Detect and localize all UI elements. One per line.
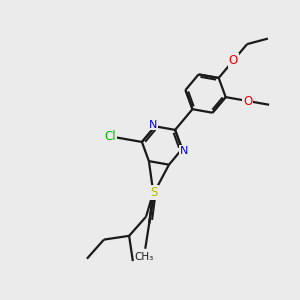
Text: N: N [180, 146, 188, 156]
Text: Cl: Cl [104, 130, 116, 143]
Text: O: O [229, 54, 238, 67]
Text: O: O [243, 94, 253, 107]
Text: S: S [151, 186, 158, 199]
Text: CH₃: CH₃ [134, 252, 154, 262]
Text: N: N [149, 119, 158, 130]
